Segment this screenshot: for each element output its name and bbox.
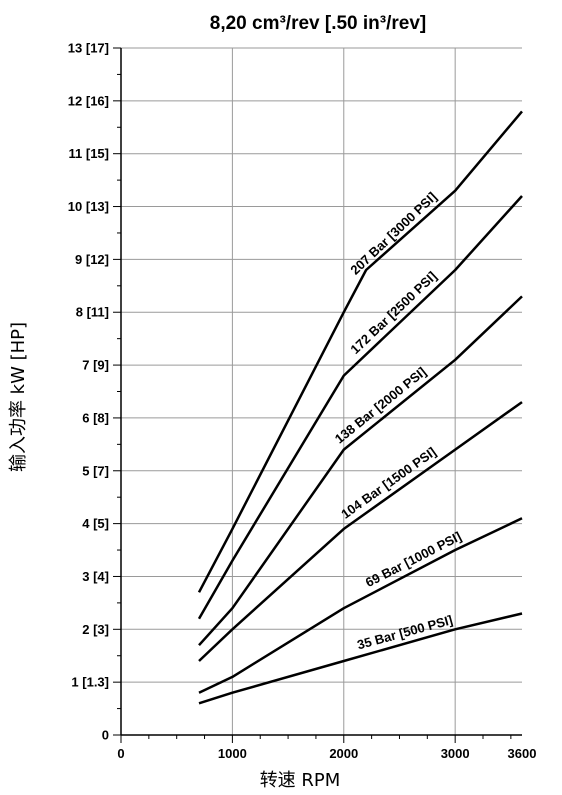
y-tick-label: 4 [5]: [82, 516, 109, 531]
y-tick-label: 12 [16]: [68, 93, 109, 108]
series-line: [198, 295, 523, 647]
series-line: [197, 195, 523, 620]
y-tick-label: 8 [11]: [76, 305, 109, 320]
series-label: 207 Bar [3000 PSI]: [347, 189, 439, 277]
series-lines: [197, 110, 523, 705]
series-labels: 207 Bar [3000 PSI]172 Bar [2500 PSI]138 …: [332, 189, 464, 652]
y-tick-label: 7 [9]: [82, 358, 109, 373]
series-line: [197, 110, 523, 593]
y-tick-label: 0: [102, 728, 109, 743]
series-label: 104 Bar [1500 PSI]: [338, 444, 439, 522]
y-tick-label: 13 [17]: [68, 41, 109, 56]
series-label: 138 Bar [2000 PSI]: [332, 364, 429, 446]
y-axis-ticks: 0 1 [1.3] 2 [3] 3 [4] 4 [5] 5 [7] 6 [8] 7 [9] 8 …: [68, 41, 121, 743]
axes: [120, 48, 522, 736]
x-axis-title: 转速 RPM: [260, 770, 341, 791]
series-label: 69 Bar [1000 PSI]: [363, 529, 464, 590]
series-line: [198, 612, 523, 705]
grid: [121, 47, 522, 735]
y-tick-label: 1 [1.3]: [71, 675, 109, 690]
y-tick-label: 5 [7]: [82, 463, 109, 478]
y-tick-label: 6 [8]: [82, 410, 109, 425]
y-axis-title: 输入功率 kW [HP]: [8, 322, 29, 472]
y-tick-label: 9 [12]: [75, 252, 109, 267]
x-tick-label: 2000: [329, 746, 358, 761]
series-line: [198, 401, 523, 662]
x-tick-label: 0: [117, 746, 124, 761]
chart-title: 8,20 cm³/rev [.50 in³/rev]: [210, 13, 427, 34]
x-axis-ticks: 0 1000 2000 3000 3600: [117, 735, 536, 761]
y-tick-label: 10 [13]: [68, 199, 109, 214]
y-tick-label: 3 [4]: [82, 569, 109, 584]
x-tick-label: 1000: [218, 746, 247, 761]
x-tick-label: 3600: [508, 746, 537, 761]
y-tick-label: 11 [15]: [69, 146, 109, 161]
y-tick-label: 2 [3]: [82, 622, 109, 637]
x-tick-label: 3000: [441, 746, 470, 761]
series-line: [198, 517, 523, 694]
series-label: 35 Bar [500 PSI]: [356, 612, 455, 652]
